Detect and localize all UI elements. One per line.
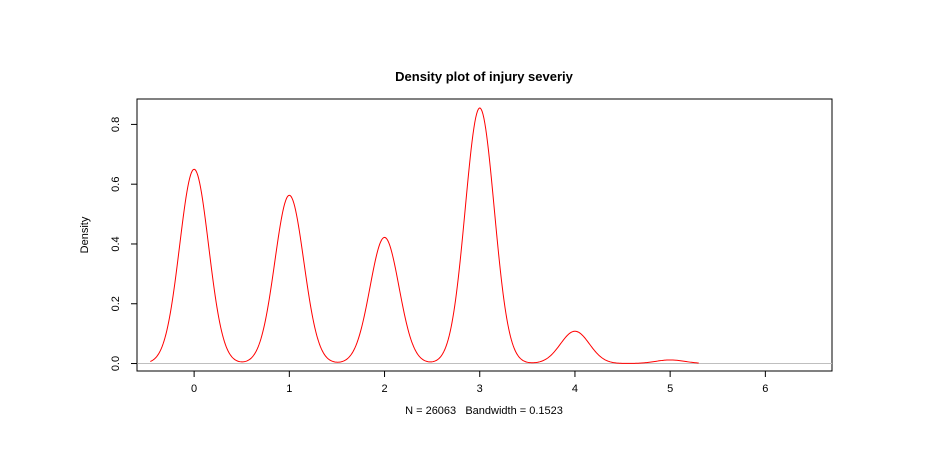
x-axis: 0 1 2 3 4 5 6: [191, 370, 768, 395]
y-tick-label: 0.8: [110, 117, 122, 132]
x-axis-label: N = 26063 Bandwidth = 0.1523: [405, 405, 563, 417]
y-tick-label: 0.6: [110, 177, 122, 192]
y-tick-label: 0.2: [110, 296, 122, 311]
x-tick-label: 5: [667, 383, 673, 395]
chart-title: Density plot of injury severiy: [395, 69, 573, 84]
y-axis-label: Density: [79, 216, 91, 253]
y-tick-label: 0.4: [110, 236, 122, 251]
x-tick-label: 4: [572, 383, 578, 395]
density-curve: [150, 107, 699, 364]
x-tick-label: 1: [286, 383, 292, 395]
x-tick-label: 2: [381, 383, 387, 395]
y-axis: 0.0 0.2 0.4 0.6 0.8: [110, 117, 138, 371]
y-tick-label: 0.0: [110, 356, 122, 371]
x-tick-label: 6: [762, 383, 768, 395]
x-tick-label: 3: [477, 383, 483, 395]
plot-frame: [136, 98, 833, 372]
x-tick-label: 0: [191, 383, 197, 395]
